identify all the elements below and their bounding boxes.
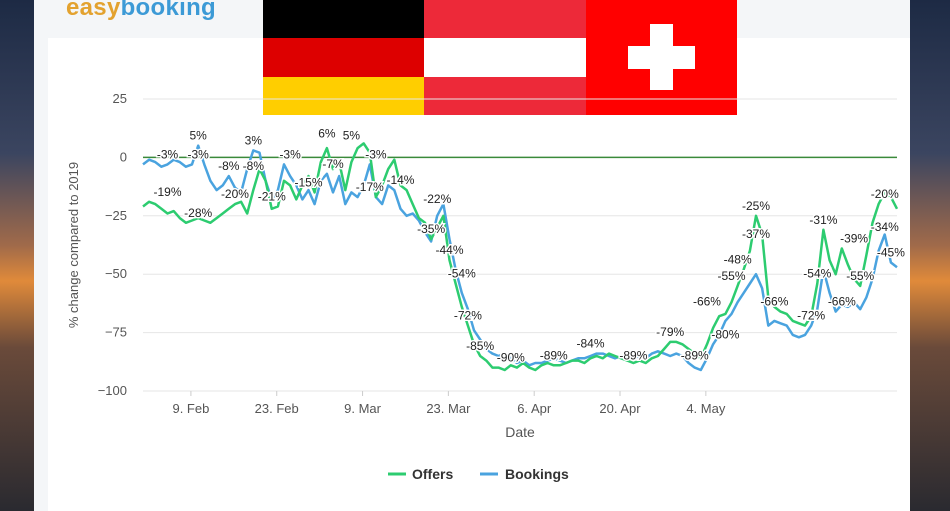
- data-label: -8%: [218, 159, 240, 173]
- series-lines: [142, 142, 899, 372]
- legend: Offers Bookings: [388, 466, 569, 482]
- data-label: -84%: [576, 337, 604, 351]
- data-labels: -3% -19% -3% -28% 5% -8% -20% -8% 3% -21% -3% -15% 6…: [152, 125, 907, 366]
- data-label: -54%: [448, 267, 476, 281]
- data-label: 6%: [318, 126, 336, 140]
- y-tick-label: −100: [98, 383, 127, 398]
- y-tick-label: −50: [105, 266, 127, 281]
- country-flags: [263, 0, 737, 115]
- data-label: -22%: [423, 192, 451, 206]
- x-axis-label: Date: [505, 424, 535, 440]
- legend-item-offers[interactable]: Offers: [388, 466, 453, 482]
- data-label: -35%: [417, 222, 445, 236]
- data-label: -3%: [187, 147, 209, 161]
- data-label: -14%: [386, 173, 414, 187]
- data-label: -31%: [809, 213, 837, 227]
- y-tick-label: 0: [120, 149, 127, 164]
- data-label: -89%: [681, 348, 709, 362]
- logo-part-easy: easy: [66, 0, 121, 21]
- data-label: -17%: [356, 180, 384, 194]
- data-label: -85%: [466, 339, 494, 353]
- x-tick-label: 9. Mar: [344, 401, 382, 416]
- data-label: -89%: [619, 348, 647, 362]
- data-label: -48%: [724, 253, 752, 267]
- switzerland-flag-icon: [586, 0, 737, 115]
- x-tick-label: 6. Apr: [517, 401, 552, 416]
- x-tick-label: 20. Apr: [599, 401, 641, 416]
- data-label: -80%: [711, 327, 739, 341]
- data-label: -3%: [279, 147, 301, 161]
- data-label: -89%: [540, 348, 568, 362]
- data-label: -20%: [221, 187, 249, 201]
- data-label: -54%: [803, 267, 831, 281]
- legend-label-offers: Offers: [412, 466, 453, 482]
- x-tick-label: 23. Mar: [426, 401, 471, 416]
- data-label: -72%: [454, 309, 482, 323]
- data-label: -15%: [295, 175, 323, 189]
- germany-flag-icon: [263, 0, 424, 115]
- data-label: -8%: [243, 159, 265, 173]
- y-tick-label: 25: [113, 91, 127, 106]
- y-tick-label: −75: [105, 325, 127, 340]
- y-tick-label: −25: [105, 208, 127, 223]
- data-label: -7%: [322, 157, 344, 171]
- data-label: -25%: [742, 199, 770, 213]
- data-label: -34%: [871, 220, 899, 234]
- data-label: -66%: [693, 295, 721, 309]
- data-label: -20%: [871, 187, 899, 201]
- data-label: -90%: [497, 351, 525, 365]
- data-label: -44%: [435, 243, 463, 257]
- logo-part-booking: booking: [120, 0, 217, 21]
- data-label: -39%: [840, 232, 868, 246]
- data-label: -45%: [877, 246, 905, 260]
- data-label: -55%: [846, 269, 874, 283]
- legend-label-bookings: Bookings: [505, 466, 569, 482]
- data-label: -19%: [154, 185, 182, 199]
- x-tick-labels: 9. Feb 23. Feb 9. Mar 23. Mar 6. Apr 20. Apr 4…: [172, 391, 726, 416]
- data-label: -79%: [656, 325, 684, 339]
- data-label: 5%: [343, 129, 361, 143]
- data-label: 5%: [189, 129, 207, 143]
- data-label: -72%: [797, 309, 825, 323]
- data-label: -66%: [828, 295, 856, 309]
- austria-flag-icon: [424, 0, 586, 115]
- data-label: -28%: [184, 206, 212, 220]
- x-tick-label: 23. Feb: [255, 401, 299, 416]
- data-label: 3%: [245, 133, 263, 147]
- x-tick-label: 4. May: [686, 401, 726, 416]
- data-label: -21%: [258, 189, 286, 203]
- series-line-offers[interactable]: [142, 142, 899, 372]
- data-label: -3%: [157, 147, 179, 161]
- data-label: -37%: [742, 227, 770, 241]
- y-tick-labels: 25 0 −25 −50 −75 −100: [98, 91, 127, 398]
- data-label: -55%: [717, 269, 745, 283]
- easybooking-logo[interactable]: easybooking: [66, 0, 216, 22]
- y-axis-label: % change compared to 2019: [66, 162, 81, 328]
- grid-lines: [143, 98, 897, 392]
- legend-item-bookings[interactable]: Bookings: [480, 466, 569, 482]
- data-label: -3%: [365, 147, 387, 161]
- x-tick-label: 9. Feb: [172, 401, 209, 416]
- data-label: -66%: [760, 295, 788, 309]
